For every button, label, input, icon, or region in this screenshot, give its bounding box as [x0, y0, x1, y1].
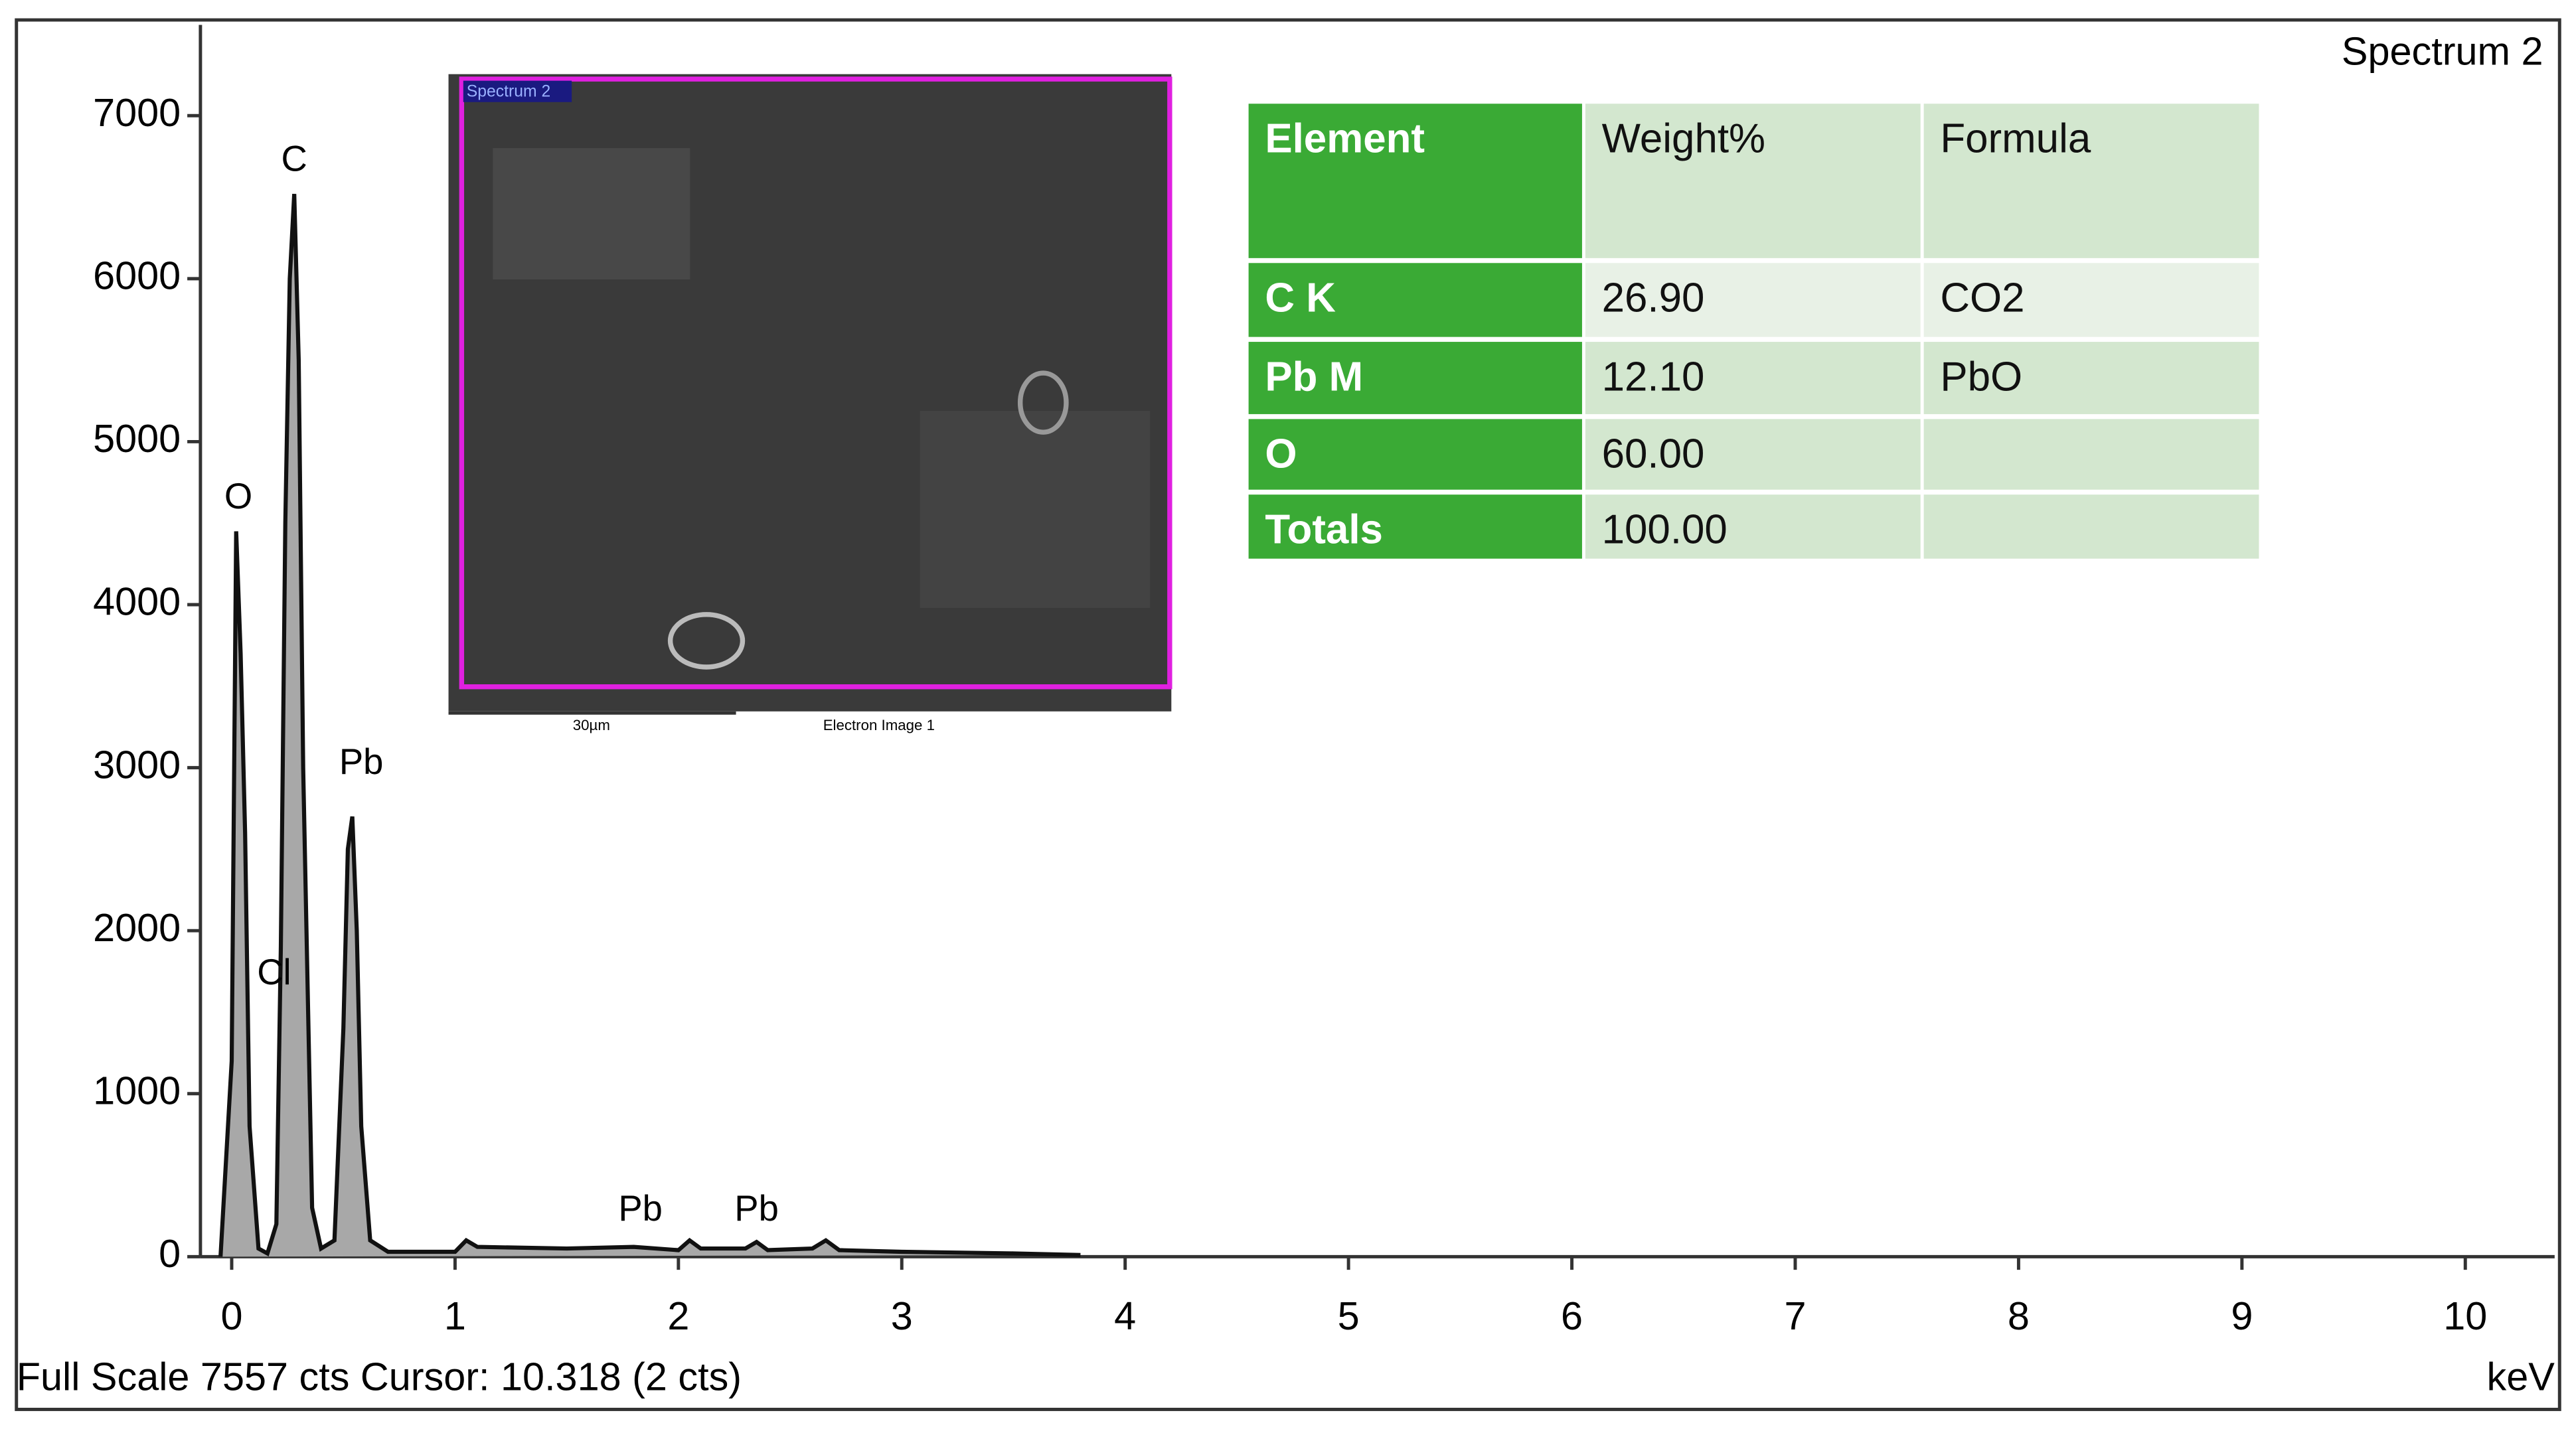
table-text: CO2: [1940, 275, 2024, 321]
table-cell: [1923, 342, 2259, 414]
peak-label: Pb: [339, 741, 384, 782]
footer: Full Scale 7557 cts Cursor: 10.318 (2 ct…: [17, 1355, 742, 1399]
y-tick-label: 0: [159, 1231, 181, 1276]
table-text: C K: [1265, 275, 1336, 321]
y-tick-label: 4000: [93, 579, 181, 624]
scale-bar-label: 30µm: [573, 717, 610, 733]
x-tick-label: 6: [1561, 1294, 1583, 1338]
table-text: Element: [1265, 116, 1425, 162]
y-tick-label: 6000: [93, 254, 181, 298]
peak-label: Pb: [734, 1188, 779, 1229]
inset-label-box: [463, 80, 572, 102]
peak-label: C: [282, 138, 307, 179]
x-tick-label: 0: [220, 1294, 242, 1338]
y-tick-label: 5000: [93, 416, 181, 461]
table-text: Weight%: [1602, 116, 1765, 162]
texture: [920, 410, 1151, 608]
table-cell: [1248, 104, 1582, 258]
y-tick-label: 2000: [93, 905, 181, 950]
sem-inset: Spectrum 2 30µm Electron Image 1: [448, 74, 1172, 733]
table-text: 12.10: [1602, 354, 1705, 400]
spectrum-title: Spectrum 2: [2342, 29, 2543, 74]
table-cell: [1923, 419, 2259, 490]
x-tick-label: 7: [1784, 1294, 1806, 1338]
table-cell: [1923, 104, 2259, 258]
table-text: Pb M: [1265, 354, 1363, 400]
table-cell: [1248, 342, 1582, 414]
spectrum: [218, 193, 1081, 1257]
table-cell: [1923, 263, 2259, 337]
peak-label: Cl: [257, 952, 291, 992]
table-cell: [1585, 419, 1921, 490]
table-text: PbO: [1940, 354, 2022, 400]
inset-label: Spectrum 2: [467, 82, 550, 100]
table-cell: [1585, 263, 1921, 337]
texture: [1017, 370, 1069, 435]
table-text: 100.00: [1602, 506, 1728, 552]
inset-caption: Electron Image 1: [823, 717, 935, 733]
x-tick-label: 9: [2231, 1294, 2253, 1338]
y-tick-label: 7000: [93, 90, 181, 135]
x-axis-label: keV: [2487, 1355, 2555, 1399]
y-tick-label: 3000: [93, 742, 181, 787]
peak-label: O: [224, 476, 252, 516]
table-text: 26.90: [1602, 275, 1705, 321]
x-tick-label: 3: [891, 1294, 913, 1338]
table-text: Formula: [1940, 116, 2091, 162]
table-text: Totals: [1265, 506, 1383, 552]
table-text: 60.00: [1602, 431, 1705, 477]
x-tick-label: 2: [667, 1294, 689, 1338]
peak-label: Pb: [618, 1188, 663, 1229]
table-cell: [1923, 494, 2259, 559]
spectrum-area: [459, 76, 1172, 690]
y-tick-label: 1000: [93, 1068, 181, 1112]
table-cell: [1585, 494, 1921, 559]
x-tick-label: 4: [1114, 1294, 1136, 1338]
table-cell: [1585, 104, 1921, 258]
x-tick-label: 1: [444, 1294, 466, 1338]
result-table: Element Weight% Formula C K 26.90 CO2 Pb M 12.1…: [1248, 104, 2259, 559]
x-tick-label: 8: [2008, 1294, 2030, 1338]
table-cell: [1585, 342, 1921, 414]
table-cell: [1248, 419, 1582, 490]
texture: [493, 148, 690, 280]
table-cell: [1248, 494, 1582, 559]
table-text: O: [1265, 431, 1297, 477]
texture: [667, 612, 746, 670]
table-cell: [1248, 263, 1582, 337]
x-tick-label: 10: [2443, 1294, 2487, 1338]
x-tick-label: 5: [1338, 1294, 1360, 1338]
